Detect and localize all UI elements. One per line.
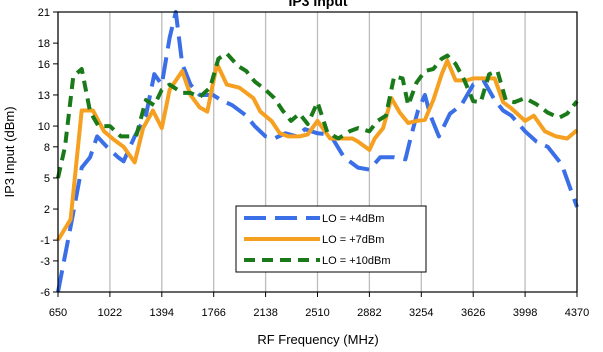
legend: LO = +4dBm LO = +7dBm LO = +10dBm [235, 205, 427, 273]
y-tick-label: 2 [44, 204, 50, 216]
x-tick-label: 3998 [513, 307, 537, 319]
x-tick-label: 2510 [305, 307, 329, 319]
x-tick-label: 650 [49, 307, 67, 319]
legend-label-3: LO = +10dBm [322, 255, 391, 267]
y-tick-label: 21 [38, 7, 50, 19]
y-tick-label: 18 [38, 38, 50, 50]
y-tick-label: 5 [44, 173, 50, 185]
x-tick-label: 3254 [409, 307, 433, 319]
x-tick-label: 1394 [150, 307, 174, 319]
y-tick-label: -3 [40, 256, 50, 268]
chart-title: IP3 Input [288, 0, 347, 9]
series-line-3 [56, 51, 579, 179]
y-axis-title: IP3 Input (dBm) [2, 106, 17, 197]
x-tick-label: 2882 [357, 307, 381, 319]
x-tick-label: 3626 [461, 307, 485, 319]
legend-label-1: LO = +4dBm [322, 213, 384, 225]
y-tick-label: 8 [44, 142, 50, 154]
y-tick-label: 13 [38, 90, 50, 102]
y-tick-label: 10 [38, 121, 50, 133]
legend-label-2: LO = +7dBm [322, 234, 384, 246]
x-axis-title: RF Frequency (MHz) [257, 332, 378, 347]
y-tick-label: -1 [40, 235, 50, 247]
x-tick-label: 4370 [565, 307, 589, 319]
x-tick-label: 1022 [98, 307, 122, 319]
y-tick-label: 16 [38, 59, 50, 71]
x-tick-label: 2138 [253, 307, 277, 319]
y-tick-label: -6 [40, 287, 50, 299]
x-tick-label: 1766 [201, 307, 225, 319]
series-line-2 [56, 58, 579, 242]
